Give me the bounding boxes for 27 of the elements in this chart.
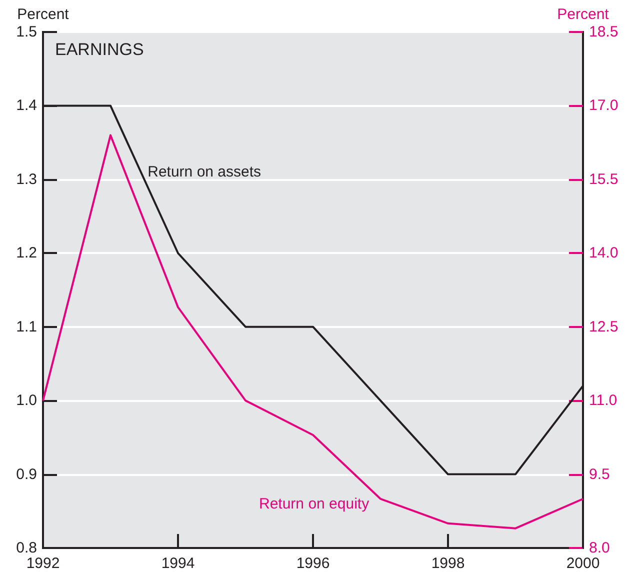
x-tick-label: 1992 [26,555,60,572]
y-tick-label: 0.9 [16,466,37,483]
x-tick-label: 1996 [296,555,330,572]
y-tick-label: 1.2 [16,244,37,262]
y-tick-label: 1.5 [16,24,37,40]
x-tick-label: 2000 [566,555,600,572]
y2-tick-label: 18.5 [589,24,618,40]
y2-tick-label: 9.5 [589,466,610,483]
x-tick-label: 1998 [431,555,465,572]
y2-tick-label: 8.0 [589,540,610,556]
y2-tick-label: 15.5 [589,170,618,188]
y2-axis-title: Percent [557,6,610,23]
y2-tick-label: 12.5 [589,318,618,336]
series-label: Return on equity [259,495,370,512]
y-tick-label: 1.1 [16,318,37,336]
series-label: Return on assets [148,164,262,181]
x-tick-label: 1994 [161,555,195,572]
y-tick-label: 1.4 [16,97,37,114]
y-tick-label: 1.0 [16,392,37,410]
y2-tick-label: 11.0 [589,392,618,410]
y-axis-title: Percent [17,6,70,23]
y2-tick-label: 14.0 [589,244,618,262]
y-tick-label: 1.3 [16,170,37,188]
line-series [42,134,584,530]
y-tick-label: 0.8 [16,540,37,556]
text: EARNINGS [55,40,144,59]
y2-tick-label: 17.0 [589,97,618,114]
